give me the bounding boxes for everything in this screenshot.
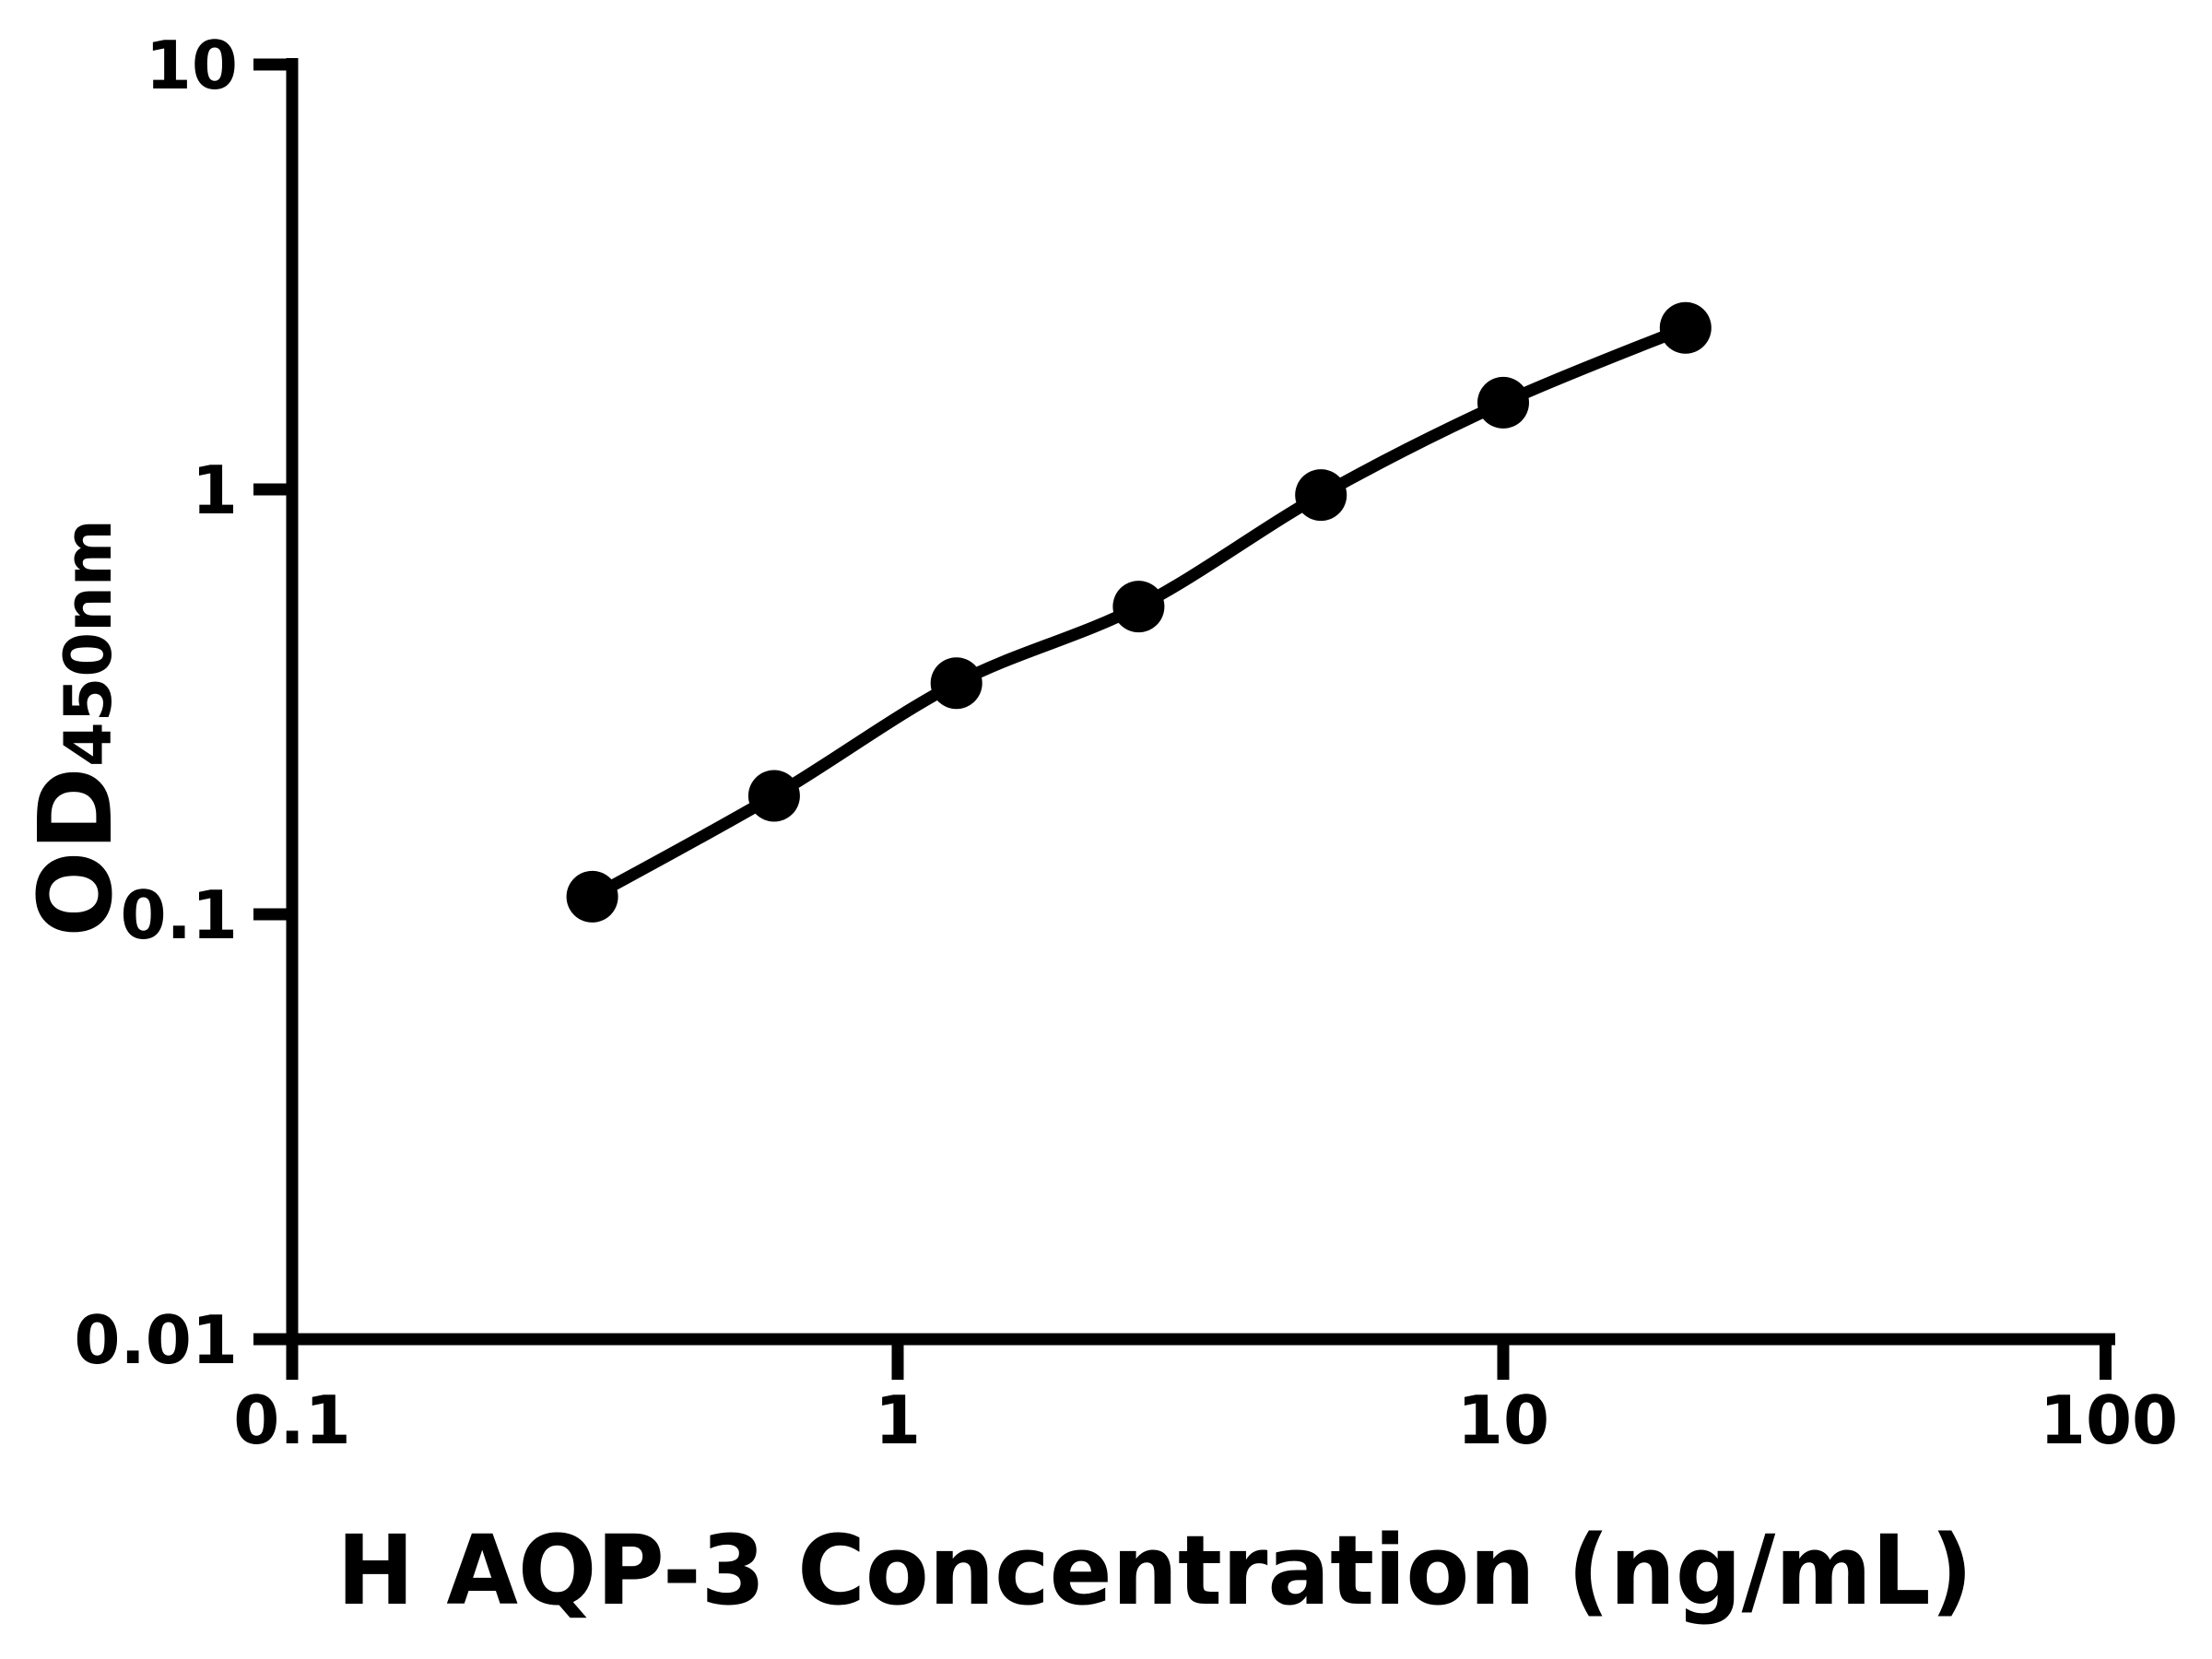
y-tick-label: 0.1: [120, 877, 238, 954]
x-axis-title: H AQP-3 Concentration (ng/mL): [337, 1514, 1973, 1627]
x-tick-label: 100: [2040, 1382, 2178, 1459]
y-axis-title-sub: 450nm: [51, 519, 126, 767]
data-point: [747, 770, 800, 822]
x-tick-label: 0.1: [233, 1382, 351, 1459]
data-point: [1295, 469, 1347, 522]
data-point: [1112, 581, 1165, 633]
data-point: [930, 657, 982, 710]
data-point: [566, 870, 618, 923]
y-tick-label: 1: [192, 452, 238, 529]
y-axis-title-main: OD: [17, 767, 135, 937]
y-tick-label: 0.01: [74, 1301, 238, 1379]
y-tick-label: 10: [146, 27, 238, 104]
x-tick-label: 10: [1457, 1382, 1549, 1459]
y-axis-title: OD450nm: [17, 519, 135, 937]
x-tick-label: 1: [875, 1382, 921, 1459]
data-point: [1477, 376, 1529, 429]
data-point: [1659, 301, 1712, 354]
